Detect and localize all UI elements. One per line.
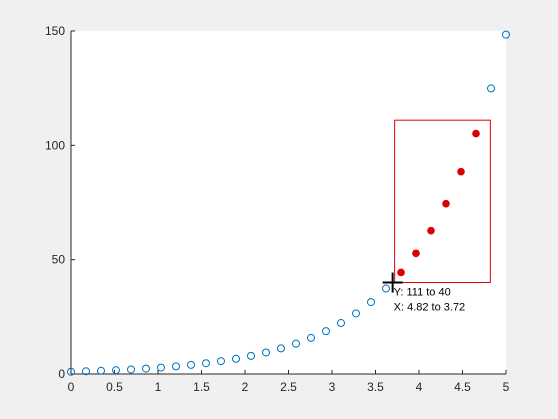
- y-range-readout: Y: 111 to 40: [394, 287, 451, 299]
- y-tick-label: 0: [58, 367, 65, 381]
- data-point: [67, 367, 75, 376]
- y-tick-label: 50: [52, 253, 66, 267]
- x-tick-label: 4: [416, 380, 423, 394]
- data-point: [127, 365, 136, 374]
- data-point: [336, 319, 345, 328]
- data-point: [186, 360, 195, 369]
- x-tick-label: 1.5: [193, 380, 210, 394]
- data-point: [96, 366, 105, 375]
- data-point: [352, 309, 361, 318]
- crosshair-cursor-icon: [382, 272, 403, 293]
- highlighted-points: [396, 129, 481, 277]
- x-tick-label: 3: [329, 380, 336, 394]
- x-tick-label: 1: [155, 380, 162, 394]
- highlighted-point: [397, 268, 405, 277]
- x-tick-label: 2.5: [280, 380, 297, 394]
- data-point: [201, 359, 210, 368]
- data-point: [502, 30, 510, 39]
- data-point: [277, 344, 286, 353]
- data-point: [216, 357, 225, 366]
- highlighted-point: [412, 249, 420, 258]
- data-point: [142, 364, 151, 373]
- x-tick-label: 5: [503, 380, 510, 394]
- plot-area[interactable]: [71, 31, 506, 374]
- data-point: [232, 354, 241, 363]
- data-point: [487, 84, 496, 93]
- data-point: [306, 333, 315, 342]
- x-tick-label: 0.5: [106, 380, 123, 394]
- y-tick-label: 150: [45, 24, 65, 38]
- highlighted-point: [457, 167, 465, 176]
- data-point: [111, 366, 120, 375]
- x-range-readout: X: 4.82 to 3.72: [394, 302, 466, 314]
- x-tick-label: 4.5: [454, 380, 471, 394]
- selection-rectangle[interactable]: [394, 119, 491, 284]
- x-axis: 0 0.5 1 1.5 2 2.5 3 3.5 4 4.5 5: [68, 370, 510, 394]
- y-tick-label: 100: [45, 138, 65, 152]
- data-point: [291, 339, 300, 348]
- data-point: [247, 351, 256, 360]
- highlighted-point: [472, 129, 480, 138]
- data-point: [321, 327, 330, 336]
- data-point: [367, 298, 376, 307]
- x-tick-label: 2: [242, 380, 249, 394]
- y-axis: 0 50 100 150: [45, 24, 75, 381]
- highlighted-point: [442, 199, 450, 208]
- x-tick-label: 3.5: [367, 380, 384, 394]
- highlighted-point: [427, 226, 435, 235]
- data-point: [81, 367, 90, 376]
- data-point: [382, 284, 391, 293]
- x-tick-label: 0: [68, 380, 75, 394]
- data-point: [157, 363, 166, 372]
- brush-selection[interactable]: [394, 119, 491, 284]
- data-point: [262, 348, 271, 357]
- data-point: [172, 362, 181, 371]
